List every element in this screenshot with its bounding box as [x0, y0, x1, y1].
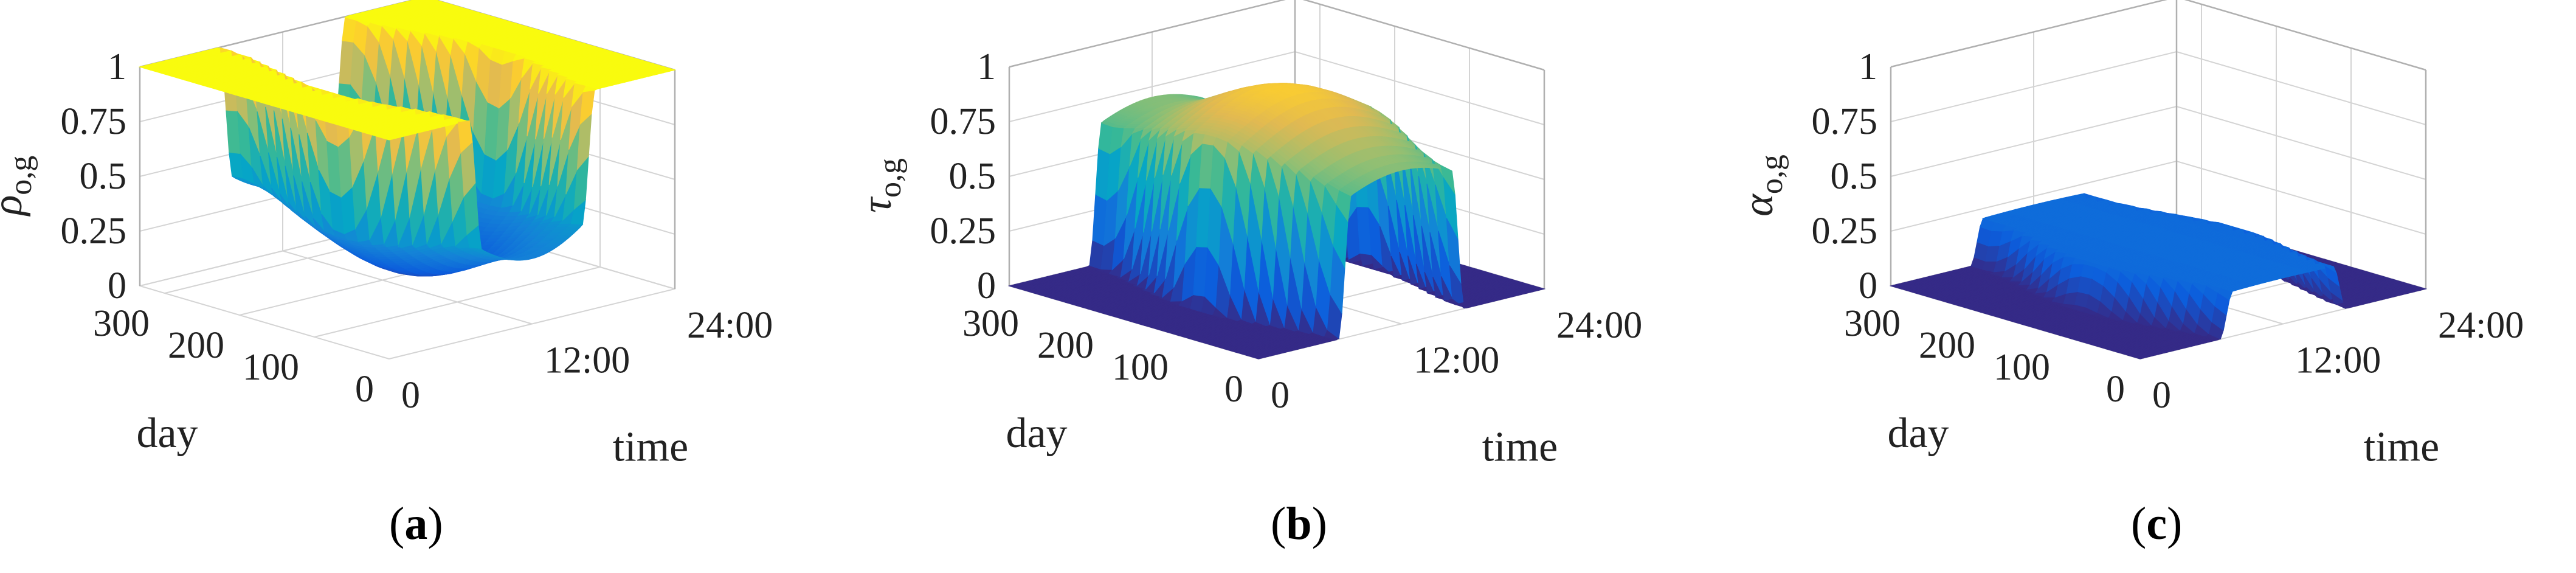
box-edge	[1302, 0, 1545, 71]
z-tick-label: 0.75	[930, 101, 996, 142]
surface	[1889, 193, 2428, 359]
x-axis-label: time	[613, 424, 688, 471]
surface	[138, 0, 677, 277]
z-axis-label-sub: o,g	[873, 158, 908, 198]
z-axis-label-base: τ	[854, 196, 900, 213]
grid-line-z	[1890, 0, 2426, 71]
day-tick-labels: 0 100 200 300	[93, 303, 374, 410]
grid-line-z	[1009, 0, 1545, 71]
z-tick-label: 0.5	[80, 156, 127, 197]
grid-line-z	[1890, 105, 2426, 180]
z-tick-label: 0.25	[930, 210, 996, 252]
z-tick-label: 1	[108, 46, 126, 88]
grid-line-day	[314, 48, 601, 338]
time-tick-label: 0	[401, 375, 420, 416]
time-tick-label: 12:00	[544, 340, 630, 381]
z-tick-labels: 0 0.25 0.5 0.75 1	[930, 46, 996, 307]
day-tick-label: 0	[355, 369, 374, 410]
panel-b: 0 0.25 0.5 0.75 1 0 100 200 300 0 12:00 24:00 day tim…	[854, 0, 1721, 573]
panel-a: 0 0.25 0.5 0.75 1 0 100 200 300 0 12:00 24:00 day tim…	[0, 0, 851, 573]
surface	[1007, 83, 1546, 359]
z-tick-label: 1	[977, 46, 996, 88]
time-tick-label: 24:00	[1556, 305, 1642, 346]
time-tick-label: 12:00	[1414, 340, 1499, 381]
day-tick-label: 200	[168, 325, 224, 366]
z-tick-label: 0.75	[61, 101, 127, 142]
day-tick-label: 300	[962, 303, 1019, 344]
z-tick-label: 0.5	[949, 156, 996, 197]
surface-patch	[659, 66, 677, 71]
y-axis-label: day	[136, 410, 198, 457]
z-axis-label-base: ρ	[0, 195, 31, 217]
z-tick-label: 0	[108, 265, 126, 307]
y-axis-label: day	[1006, 410, 1067, 457]
grid-line-z	[1890, 50, 2426, 125]
day-tick-label: 0	[1224, 369, 1243, 410]
box-edge	[2184, 0, 2426, 71]
z-tick-label: 0	[977, 265, 996, 307]
z-tick-label: 0.25	[61, 210, 127, 252]
box-edges	[1890, 0, 2427, 289]
z-tick-labels: 0 0.25 0.5 0.75 1	[61, 46, 127, 307]
z-axis-label: τo,g	[854, 158, 908, 213]
panel-c: 0 0.25 0.5 0.75 1 0 100 200 300 0 12:00 24:00 day tim…	[1735, 0, 2576, 573]
caption-b: (b)	[1271, 498, 1327, 549]
box-edge	[1009, 0, 1286, 68]
time-tick-label: 24:00	[687, 305, 773, 346]
z-axis-label: ρo,g	[0, 156, 38, 217]
caption-a: (a)	[389, 498, 443, 549]
day-tick-label: 100	[1112, 347, 1169, 388]
time-tick-labels: 0 12:00 24:00	[401, 305, 773, 416]
z-axis-label-sub: o,g	[4, 156, 38, 195]
time-tick-labels: 0 12:00 24:00	[1271, 305, 1642, 416]
day-tick-label: 300	[93, 303, 150, 344]
day-tick-labels: 0 100 200 300	[962, 303, 1243, 410]
box-edge	[1890, 0, 2167, 68]
day-tick-label: 100	[243, 347, 299, 388]
day-tick-label: 200	[1037, 325, 1094, 366]
surface-patch	[1528, 285, 1546, 290]
x-axis-label: time	[1482, 424, 1558, 471]
time-tick-label: 0	[1271, 375, 1290, 416]
